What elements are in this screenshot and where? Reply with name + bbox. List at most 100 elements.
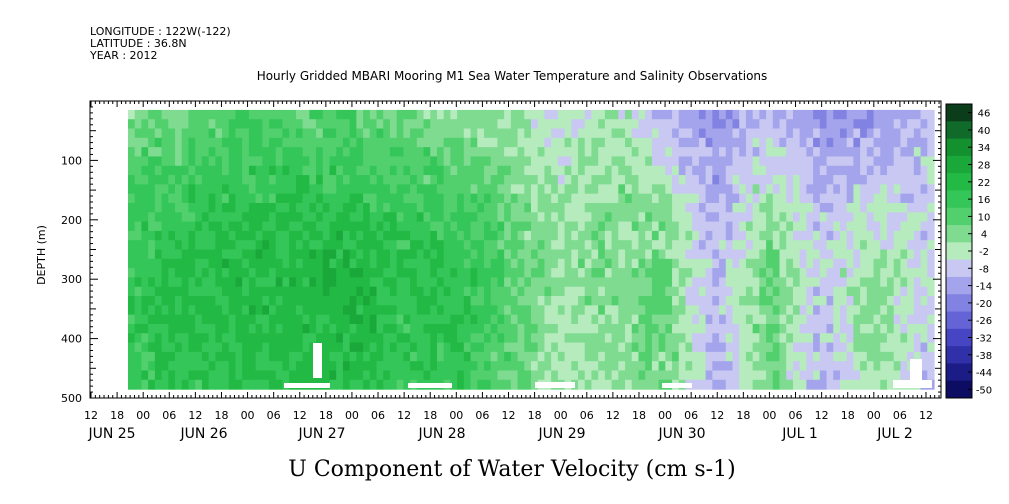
heat-cell (544, 230, 552, 241)
heat-cell (860, 351, 868, 362)
heat-cell (316, 240, 324, 251)
heat-cell (537, 286, 546, 297)
heat-cell (853, 296, 861, 306)
heat-cell (504, 165, 512, 176)
heat-cell (222, 175, 230, 185)
heat-cell (309, 268, 317, 279)
heat-cell (282, 361, 290, 372)
heat-cell (161, 175, 169, 185)
heat-cell (571, 370, 579, 381)
data-gap (893, 380, 932, 388)
heat-cell (275, 361, 284, 372)
x-hour-label: 00 (762, 409, 776, 422)
heat-cell (705, 379, 713, 390)
heat-cell (235, 175, 243, 185)
heat-cell (195, 268, 203, 279)
heat-cell (833, 249, 841, 260)
heat-cell (457, 342, 465, 353)
heat-cell (228, 333, 237, 344)
heat-cell (336, 370, 344, 381)
heat-cell (672, 351, 680, 362)
heat-cell (792, 286, 801, 297)
y-tick-label: 100 (61, 154, 82, 167)
heat-cell (342, 305, 351, 316)
heat-cell (799, 323, 807, 334)
heat-cell (161, 193, 169, 204)
heat-cell (678, 305, 687, 316)
heat-cell (154, 296, 163, 306)
heat-cell (625, 156, 633, 167)
heat-cell (886, 221, 895, 232)
heat-cell (349, 249, 357, 260)
heat-cell (275, 305, 284, 316)
heat-cell (853, 240, 861, 251)
heat-cell (725, 165, 734, 176)
heat-cell (886, 137, 895, 148)
heat-cell (128, 286, 136, 297)
heat-cell (175, 119, 183, 130)
heat-cell (638, 137, 646, 148)
heat-cell (893, 137, 902, 148)
heat-cell (262, 119, 270, 130)
heat-cell (833, 286, 841, 297)
heat-cell (524, 109, 532, 120)
heat-cell (282, 202, 290, 213)
heat-cell (551, 109, 559, 120)
heat-cell (389, 258, 398, 269)
heat-cell (161, 342, 169, 353)
heat-cell (779, 379, 787, 390)
heat-cell (779, 314, 787, 325)
heat-cell (685, 351, 693, 362)
heat-cell (766, 351, 774, 362)
heat-cell (907, 296, 915, 306)
heat-cell (510, 277, 519, 288)
heat-cell (678, 286, 687, 297)
heat-cell (443, 230, 451, 241)
heat-cell (544, 165, 552, 176)
heat-cell (578, 240, 586, 251)
heat-cell (645, 212, 653, 223)
heat-cell (604, 221, 613, 232)
heat-cell (490, 202, 499, 213)
heat-cell (618, 109, 626, 120)
heat-cell (591, 286, 599, 297)
heat-cell (517, 128, 525, 139)
heat-cell (134, 342, 143, 353)
heat-cell (658, 249, 666, 260)
heat-cell (839, 119, 848, 130)
heat-cell (262, 212, 270, 223)
heat-cell (363, 119, 371, 130)
heat-cell (631, 342, 640, 353)
heat-cell (490, 323, 499, 334)
heat-cell (356, 333, 364, 344)
heat-cell (564, 175, 572, 185)
heat-cell (779, 165, 787, 176)
heat-cell (551, 230, 559, 241)
heat-cell (611, 212, 619, 223)
x-hour-label: 12 (293, 409, 307, 422)
heat-cell (611, 314, 619, 325)
heat-cell (269, 184, 277, 195)
heat-cell (275, 147, 284, 158)
heat-cell (181, 361, 190, 372)
heat-cell (289, 258, 297, 269)
heat-cell (275, 277, 284, 288)
heat-cell (316, 109, 324, 120)
heat-cell (128, 314, 136, 325)
heat-cell (369, 277, 378, 288)
heat-cell (168, 240, 176, 251)
heat-cell (732, 165, 740, 176)
heat-cell (403, 361, 411, 372)
heat-cell (813, 323, 821, 334)
heat-cell (813, 333, 821, 344)
heat-cell (242, 212, 250, 223)
heat-cell (833, 361, 841, 372)
heat-cell (712, 230, 720, 241)
heat-cell (712, 109, 720, 120)
heat-cell (752, 184, 760, 195)
heat-cell (893, 175, 902, 185)
heat-cell (611, 323, 619, 334)
heat-cell (927, 268, 935, 279)
heat-cell (880, 147, 888, 158)
heat-cell (873, 109, 881, 120)
